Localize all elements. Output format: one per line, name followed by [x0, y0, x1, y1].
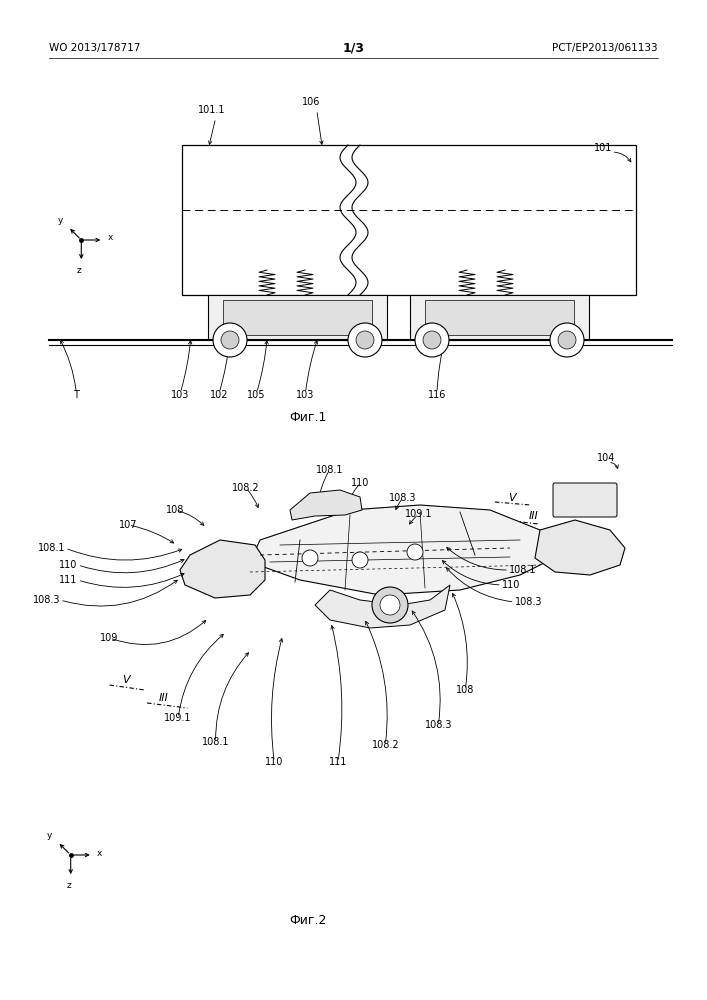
Text: z: z: [77, 266, 82, 275]
Text: 108: 108: [456, 685, 474, 695]
Text: z: z: [66, 881, 71, 890]
Text: 110: 110: [351, 478, 370, 488]
Text: y: y: [47, 831, 52, 840]
Text: 108.1: 108.1: [509, 565, 537, 575]
Bar: [223, 300, 372, 335]
Bar: [208, 295, 387, 340]
Circle shape: [558, 331, 576, 349]
Text: 108.1: 108.1: [316, 465, 343, 475]
Text: Фиг.1: Фиг.1: [289, 411, 326, 424]
Text: 108.1: 108.1: [202, 737, 229, 747]
Text: 116: 116: [428, 390, 446, 400]
Text: 108.3: 108.3: [390, 493, 416, 503]
Circle shape: [372, 587, 408, 623]
Circle shape: [221, 331, 239, 349]
Text: 103: 103: [171, 390, 189, 400]
Text: T: T: [74, 390, 79, 400]
Polygon shape: [250, 505, 560, 595]
Polygon shape: [315, 585, 450, 628]
Polygon shape: [290, 490, 362, 520]
Polygon shape: [180, 540, 265, 598]
Circle shape: [415, 323, 449, 357]
Text: 110: 110: [502, 580, 520, 590]
Text: V: V: [122, 675, 129, 685]
Bar: [182, 145, 636, 295]
Circle shape: [550, 323, 584, 357]
Circle shape: [213, 323, 247, 357]
Text: 108.3: 108.3: [425, 720, 452, 730]
Text: III: III: [529, 511, 539, 521]
Text: 101: 101: [594, 143, 612, 153]
Polygon shape: [535, 520, 625, 575]
Text: 110: 110: [59, 560, 78, 570]
Text: 111: 111: [59, 575, 78, 585]
Text: PCT/EP2013/061133: PCT/EP2013/061133: [552, 43, 658, 53]
FancyBboxPatch shape: [553, 483, 617, 517]
Bar: [425, 300, 574, 335]
Circle shape: [352, 552, 368, 568]
Text: Фиг.2: Фиг.2: [289, 914, 326, 927]
Circle shape: [407, 544, 423, 560]
Text: 110: 110: [265, 757, 284, 767]
Text: 109.1: 109.1: [165, 713, 192, 723]
Text: 106: 106: [302, 97, 320, 107]
Circle shape: [302, 550, 318, 566]
Text: 108.3: 108.3: [33, 595, 60, 605]
Circle shape: [380, 595, 400, 615]
Text: 109.1: 109.1: [405, 509, 432, 519]
Text: 102: 102: [210, 390, 228, 400]
Circle shape: [356, 331, 374, 349]
Text: WO 2013/178717: WO 2013/178717: [49, 43, 141, 53]
Circle shape: [423, 331, 441, 349]
Text: 109: 109: [100, 633, 119, 643]
Text: 103: 103: [296, 390, 315, 400]
Circle shape: [348, 323, 382, 357]
Text: 105: 105: [247, 390, 266, 400]
Text: III: III: [159, 693, 169, 703]
Text: 101.1: 101.1: [199, 105, 226, 115]
Text: x: x: [107, 233, 112, 242]
Text: y: y: [58, 216, 63, 225]
Text: 108.3: 108.3: [515, 597, 542, 607]
Text: 111: 111: [329, 757, 347, 767]
Text: 108.2: 108.2: [371, 740, 399, 750]
Bar: [410, 295, 589, 340]
Text: 108.1: 108.1: [37, 543, 65, 553]
Text: 107: 107: [119, 520, 138, 530]
Text: 1/3: 1/3: [342, 41, 365, 54]
Text: 104: 104: [597, 453, 616, 463]
Text: V: V: [508, 493, 515, 503]
Text: x: x: [97, 848, 102, 857]
Text: 108.2: 108.2: [232, 483, 260, 493]
Text: 108: 108: [166, 505, 185, 515]
